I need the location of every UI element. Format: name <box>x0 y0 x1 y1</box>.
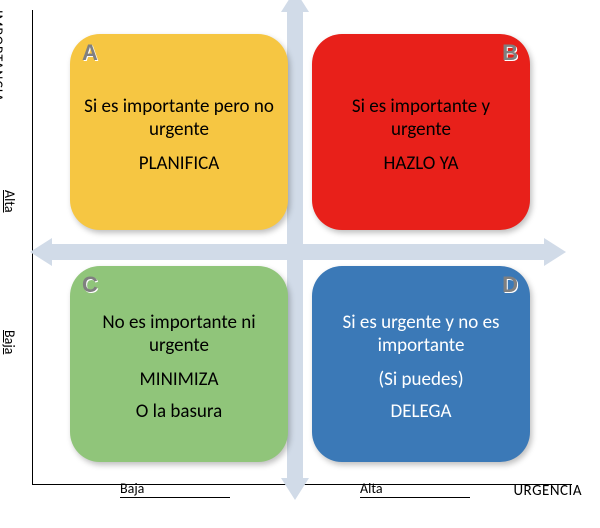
quadrant-action: MINIMIZA <box>140 369 219 391</box>
y-axis-high-label: Alta <box>1 190 18 213</box>
quadrant-desc: Si es importante pero no urgente <box>84 96 274 141</box>
arrowhead-up-icon <box>281 0 309 12</box>
quadrant-letter: D <box>502 272 518 298</box>
y-axis-low-label: Baja <box>1 330 18 354</box>
quadrant-extra: DELEGA <box>391 401 452 423</box>
quadrant-c: C No es importante ni urgente MINIMIZA O… <box>70 266 288 462</box>
quadrant-desc: Si es urgente y no es importante <box>326 312 516 357</box>
quadrant-extra: O la basura <box>136 401 222 423</box>
arrowhead-right-icon <box>544 238 566 266</box>
quadrant-desc: Si es importante y urgente <box>326 96 516 141</box>
eisenhower-matrix: A Si es importante pero no urgente PLANI… <box>0 0 600 528</box>
y-axis-title: IMPORTANCIA <box>0 10 6 102</box>
quadrant-letter: C <box>82 272 98 298</box>
arrowhead-left-icon <box>30 238 52 266</box>
quadrant-letter: A <box>82 40 98 66</box>
horizontal-arrow-shaft <box>50 244 546 260</box>
x-axis-title: URGENCIA <box>513 482 582 500</box>
quadrant-action: HAZLO YA <box>383 153 458 175</box>
arrowhead-down-icon <box>281 478 309 500</box>
quadrant-letter: B <box>502 40 518 66</box>
x-axis-high-label: Alta <box>360 480 470 498</box>
quadrant-action: PLANIFICA <box>139 153 220 175</box>
quadrant-action: (Si puedes) <box>378 369 463 391</box>
quadrant-d: D Si es urgente y no es importante (Si p… <box>312 266 530 462</box>
quadrant-a: A Si es importante pero no urgente PLANI… <box>70 34 288 230</box>
x-axis-low-label: Baja <box>120 480 230 498</box>
quadrant-desc: No es importante ni urgente <box>84 312 274 357</box>
quadrant-b: B Si es importante y urgente HAZLO YA <box>312 34 530 230</box>
